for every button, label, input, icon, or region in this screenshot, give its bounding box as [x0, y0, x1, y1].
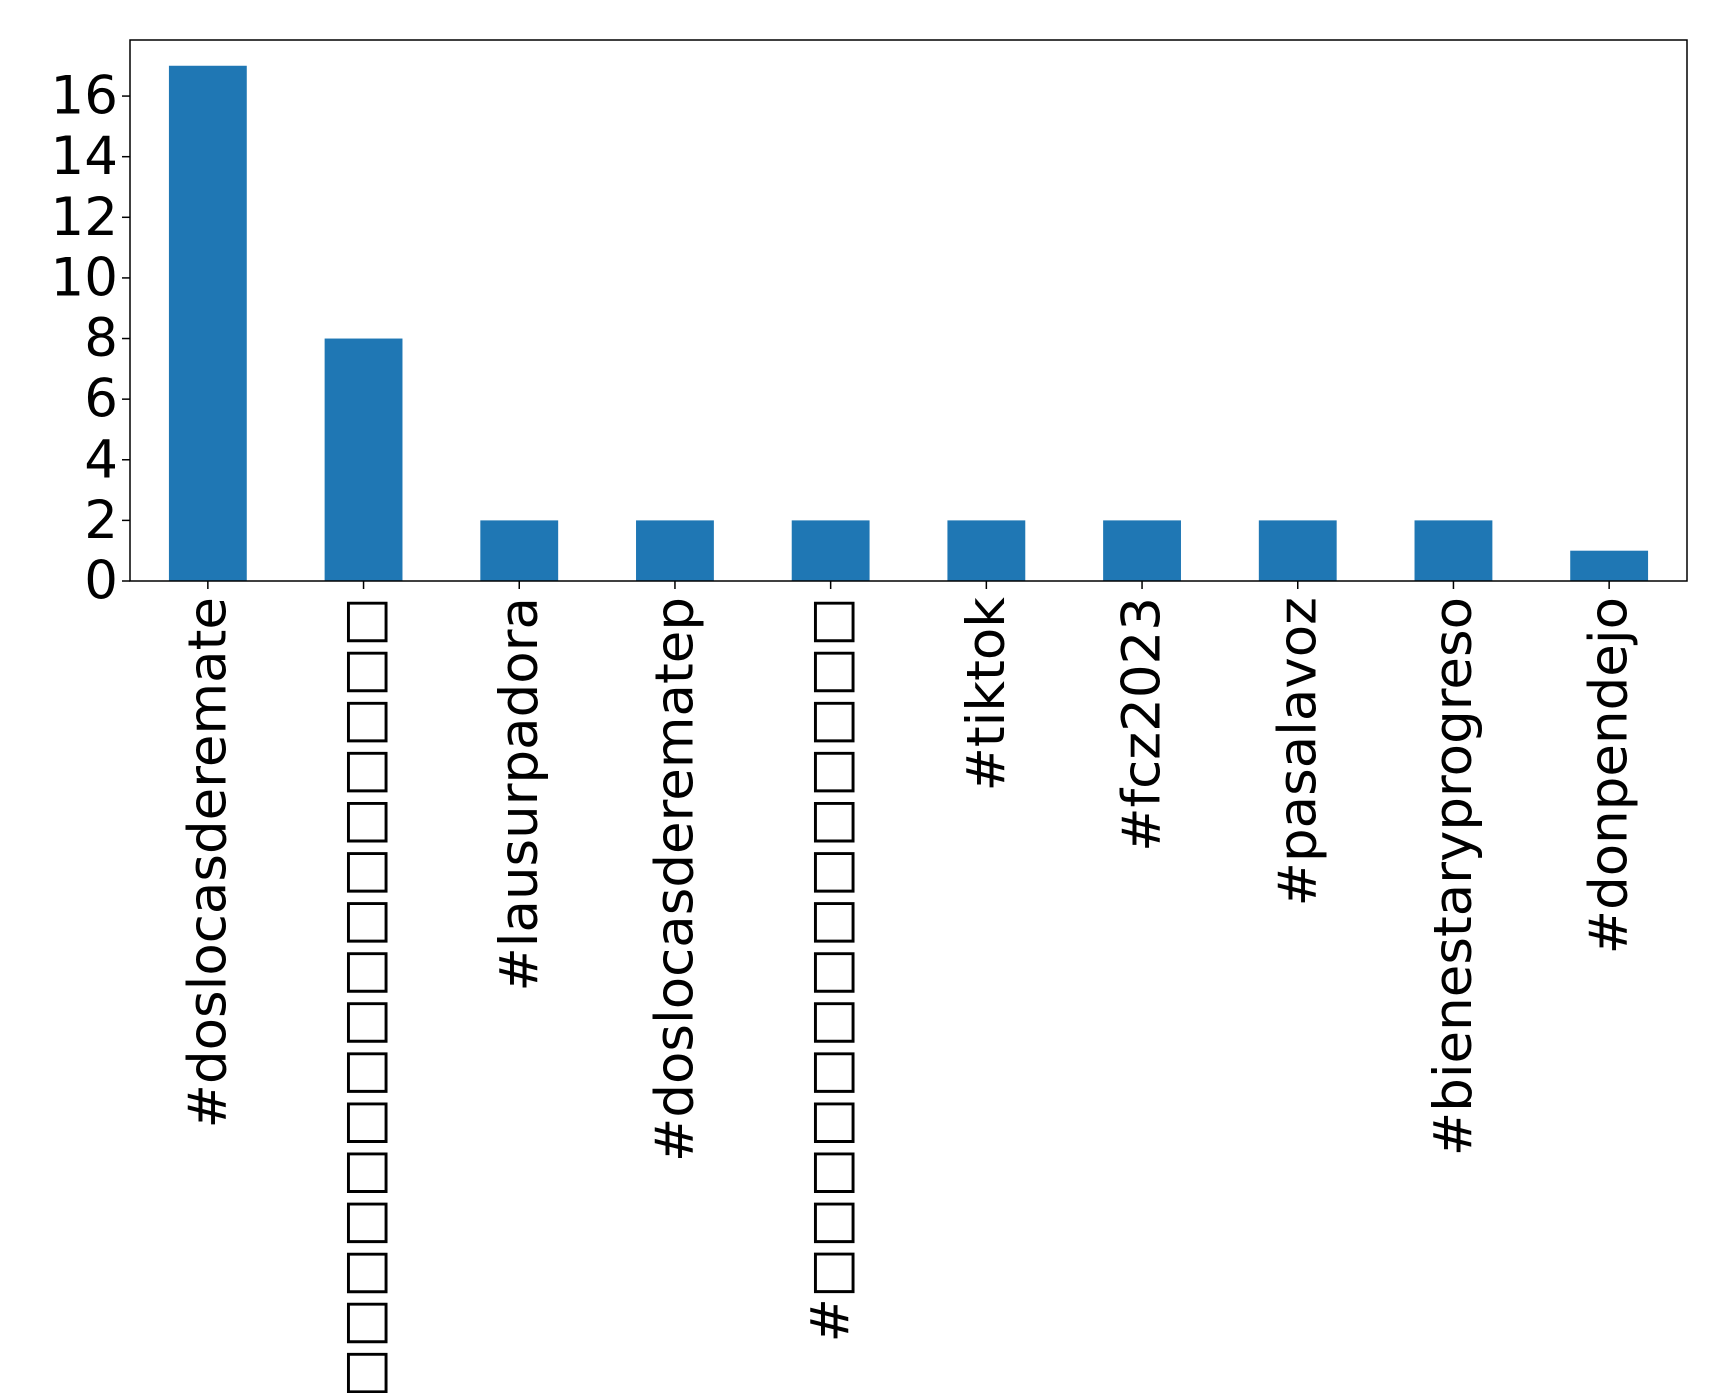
bar [1103, 520, 1181, 581]
bar [1258, 520, 1337, 581]
bar [636, 520, 714, 581]
bar [1414, 520, 1493, 581]
y-tick-label: 10 [51, 247, 118, 308]
y-tick-label: 8 [84, 308, 118, 369]
bar [1570, 550, 1649, 581]
bar [324, 338, 403, 581]
x-tick-label: #doslocasderematep [644, 597, 705, 1162]
bar [168, 65, 247, 581]
x-tick-label: #lausurpadora [489, 597, 550, 992]
y-tick-label: 4 [84, 429, 118, 490]
bar [480, 520, 559, 581]
x-tick-label: #bienestaryprogreso [1423, 597, 1484, 1156]
y-tick-label: 2 [84, 490, 118, 551]
y-tick-label: 6 [84, 369, 118, 430]
x-tick-label: #□□□□□□□□□□□□□□ [800, 597, 861, 1342]
y-tick-label: 0 [84, 551, 118, 612]
bar [791, 520, 870, 581]
x-tick-label: #tiktok [956, 597, 1017, 792]
x-tick-label: #□□□□□□□□□□□□□□□□ [333, 597, 394, 1393]
x-tick-label: #donpendejo [1579, 597, 1640, 954]
y-tick-label: 12 [51, 187, 118, 248]
x-tick-label: #fcz2023 [1112, 597, 1173, 852]
y-tick-label: 16 [51, 66, 118, 127]
plot-frame [129, 39, 1688, 582]
bar [947, 520, 1026, 581]
x-tick-label: #pasalavoz [1267, 597, 1328, 906]
y-tick-label: 14 [51, 126, 118, 187]
x-tick-label: #doslocasderemate [177, 597, 238, 1128]
